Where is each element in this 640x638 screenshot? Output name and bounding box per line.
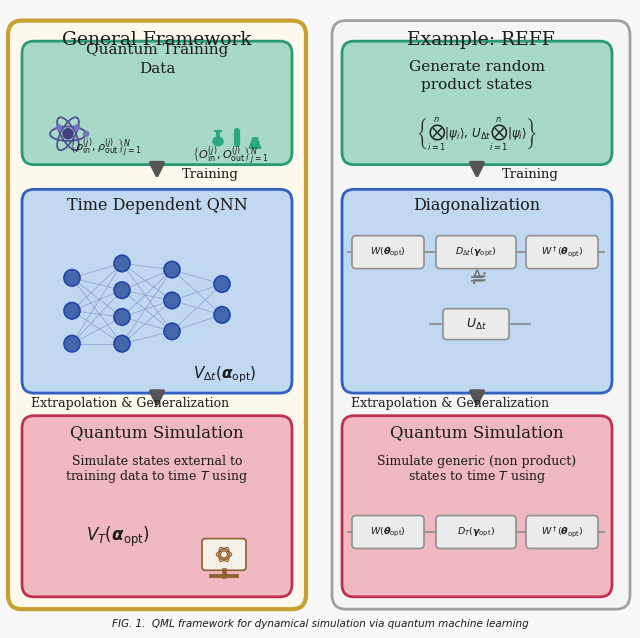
- Text: $\left\{\rho_{\rm in}^{(j)},\rho_{\rm out}^{(j)}\right\}_{j=1}^{N}$: $\left\{\rho_{\rm in}^{(j)},\rho_{\rm ou…: [68, 137, 141, 160]
- Bar: [216, 131, 220, 138]
- Text: Quantum Simulation: Quantum Simulation: [390, 424, 564, 441]
- Text: Generate random
product states: Generate random product states: [409, 60, 545, 93]
- Text: training data to time $T$ using: training data to time $T$ using: [65, 468, 248, 485]
- FancyBboxPatch shape: [342, 416, 612, 597]
- FancyBboxPatch shape: [436, 235, 516, 269]
- Text: Time Dependent QNN: Time Dependent QNN: [67, 197, 248, 214]
- Text: $D_T(\boldsymbol{\gamma}_{\rm opt})$: $D_T(\boldsymbol{\gamma}_{\rm opt})$: [457, 526, 495, 538]
- Text: $W^\dagger(\boldsymbol{\theta}_{\rm opt})$: $W^\dagger(\boldsymbol{\theta}_{\rm opt}…: [541, 524, 583, 539]
- FancyBboxPatch shape: [352, 235, 424, 269]
- Circle shape: [164, 262, 180, 278]
- Circle shape: [114, 282, 130, 299]
- Polygon shape: [249, 138, 260, 148]
- Text: $\left\{O_{\rm in}^{(j)},O_{\rm out}^{(j)}\right\}_{j=1}^{N}$: $\left\{O_{\rm in}^{(j)},O_{\rm out}^{(j…: [192, 145, 268, 168]
- Circle shape: [164, 323, 180, 339]
- FancyBboxPatch shape: [22, 416, 292, 597]
- Circle shape: [63, 129, 73, 139]
- Circle shape: [114, 336, 130, 352]
- Text: Quantum Simulation: Quantum Simulation: [70, 424, 244, 441]
- Circle shape: [64, 336, 80, 352]
- Circle shape: [56, 125, 61, 130]
- Text: Example: REFF: Example: REFF: [407, 31, 555, 49]
- Text: Simulate states external to: Simulate states external to: [72, 454, 243, 468]
- FancyBboxPatch shape: [526, 235, 598, 269]
- Circle shape: [214, 276, 230, 292]
- FancyBboxPatch shape: [436, 516, 516, 549]
- Text: Training: Training: [502, 168, 559, 181]
- Text: Diagonalization: Diagonalization: [413, 197, 541, 214]
- Text: General Framework: General Framework: [62, 31, 252, 49]
- Text: $U_{\Delta t}$: $U_{\Delta t}$: [465, 316, 486, 332]
- Text: FIG. 1.  QML framework for dynamical simulation via quantum machine learning: FIG. 1. QML framework for dynamical simu…: [111, 619, 529, 628]
- Circle shape: [64, 270, 80, 286]
- Text: ≙: ≙: [469, 269, 485, 288]
- Circle shape: [83, 131, 88, 137]
- Text: $\left\{\bigotimes_{i=1}^{n}|\psi_i\rangle,\,U_{\Delta t}\bigotimes_{i=1}^{n}|\p: $\left\{\bigotimes_{i=1}^{n}|\psi_i\rang…: [417, 115, 538, 152]
- Text: $V_T(\boldsymbol{\alpha}_{\rm opt})$: $V_T(\boldsymbol{\alpha}_{\rm opt})$: [86, 525, 150, 549]
- Text: $D_{\Delta t}(\boldsymbol{\gamma}_{\rm opt})$: $D_{\Delta t}(\boldsymbol{\gamma}_{\rm o…: [456, 246, 497, 258]
- Text: Quantum Training
Data: Quantum Training Data: [86, 43, 228, 76]
- FancyBboxPatch shape: [22, 41, 292, 165]
- Text: $W(\boldsymbol{\theta}_{\rm opt})$: $W(\boldsymbol{\theta}_{\rm opt})$: [370, 526, 406, 538]
- Circle shape: [214, 307, 230, 323]
- Circle shape: [114, 255, 130, 272]
- FancyBboxPatch shape: [22, 189, 292, 393]
- FancyBboxPatch shape: [202, 538, 246, 570]
- Text: $\risingdotseq$: $\risingdotseq$: [467, 269, 487, 288]
- Text: $W^\dagger(\boldsymbol{\theta}_{\rm opt})$: $W^\dagger(\boldsymbol{\theta}_{\rm opt}…: [541, 245, 583, 260]
- FancyBboxPatch shape: [342, 189, 612, 393]
- Circle shape: [64, 302, 80, 319]
- Circle shape: [164, 292, 180, 309]
- Circle shape: [114, 309, 130, 325]
- FancyBboxPatch shape: [526, 516, 598, 549]
- Ellipse shape: [213, 137, 223, 145]
- Text: Extrapolation & Generalization: Extrapolation & Generalization: [351, 397, 549, 410]
- Text: Simulate generic (non product): Simulate generic (non product): [378, 454, 577, 468]
- FancyBboxPatch shape: [352, 516, 424, 549]
- FancyBboxPatch shape: [443, 309, 509, 339]
- Text: $W(\boldsymbol{\theta}_{\rm opt})$: $W(\boldsymbol{\theta}_{\rm opt})$: [370, 246, 406, 258]
- FancyBboxPatch shape: [8, 20, 306, 609]
- Text: states to time $T$ using: states to time $T$ using: [408, 468, 546, 485]
- FancyBboxPatch shape: [332, 20, 630, 609]
- Text: $V_{\Delta t}(\boldsymbol{\alpha}_{\rm opt})$: $V_{\Delta t}(\boldsymbol{\alpha}_{\rm o…: [193, 364, 257, 385]
- FancyBboxPatch shape: [342, 41, 612, 165]
- Text: Extrapolation & Generalization: Extrapolation & Generalization: [31, 397, 229, 410]
- Text: Training: Training: [182, 168, 239, 181]
- Circle shape: [74, 125, 79, 130]
